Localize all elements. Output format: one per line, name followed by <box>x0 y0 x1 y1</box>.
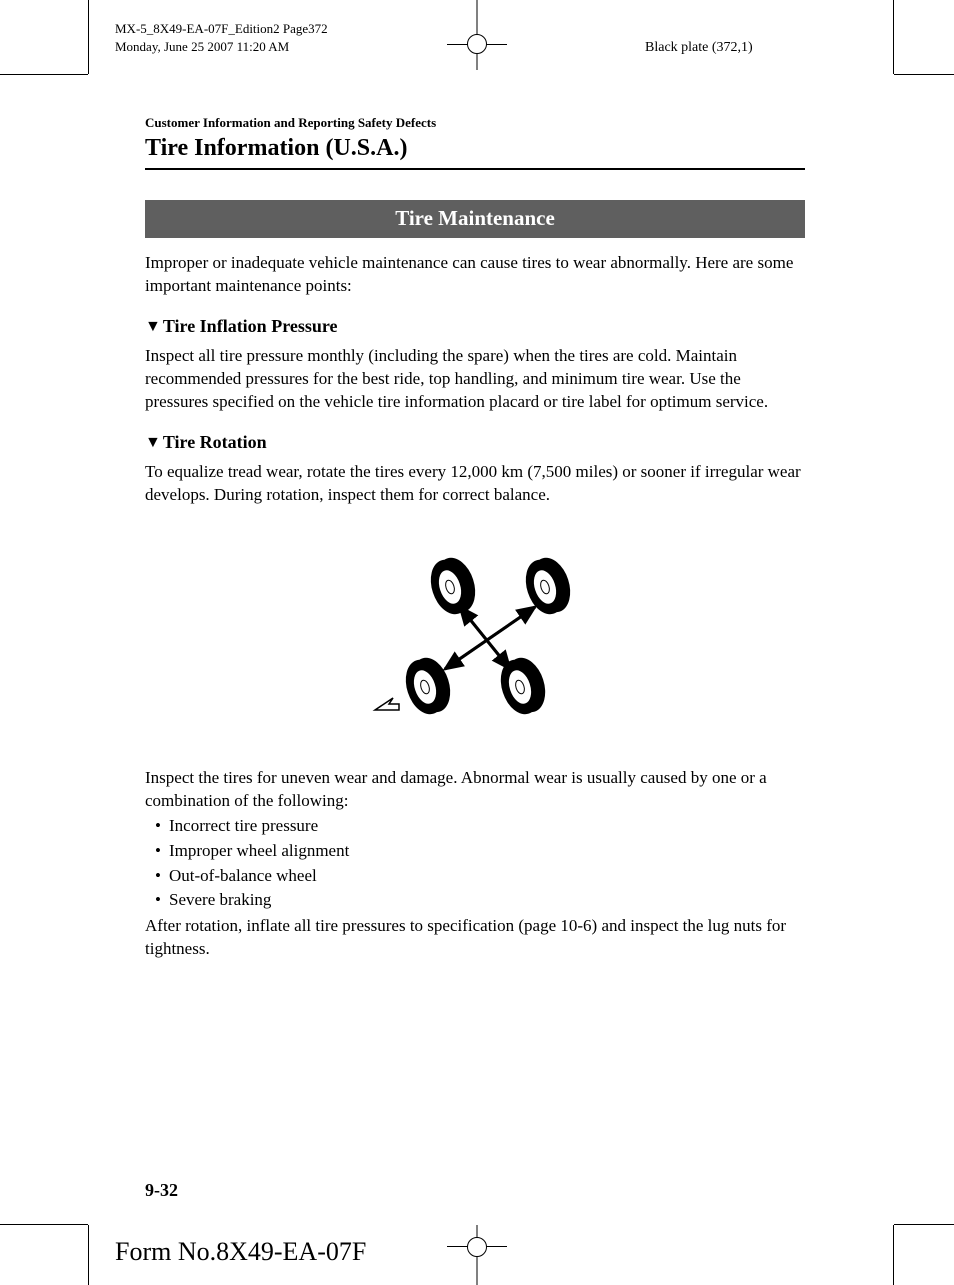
section-banner: Tire Maintenance <box>145 200 805 238</box>
crop-mark <box>0 1224 88 1225</box>
subheading-inflation: ▼Tire Inflation Pressure <box>145 316 805 337</box>
plate-label: Black plate (372,1) <box>645 40 753 56</box>
doc-timestamp: Monday, June 25 2007 11:20 AM <box>115 38 328 56</box>
triangle-marker-icon: ▼ <box>145 318 161 336</box>
print-metadata: MX-5_8X49-EA-07F_Edition2 Page372 Monday… <box>115 20 328 55</box>
tire-rotation-svg <box>345 537 605 737</box>
crop-mark <box>88 1225 89 1285</box>
triangle-marker-icon: ▼ <box>145 434 161 452</box>
subheading-text: Tire Inflation Pressure <box>163 316 338 336</box>
rotation-after-text: Inspect the tires for uneven wear and da… <box>145 767 805 813</box>
page-number: 9-32 <box>145 1180 178 1201</box>
page-content: Customer Information and Reporting Safet… <box>145 115 805 979</box>
rotation-closing: After rotation, inflate all tire pressur… <box>145 915 805 961</box>
crop-mark <box>88 0 89 74</box>
list-item: Out-of-balance wheel <box>155 864 805 889</box>
subheading-rotation: ▼Tire Rotation <box>145 432 805 453</box>
title-rule <box>145 168 805 170</box>
list-item: Incorrect tire pressure <box>155 814 805 839</box>
form-number: Form No.8X49-EA-07F <box>115 1237 366 1267</box>
tire-rotation-diagram <box>145 537 805 737</box>
crop-mark <box>893 0 894 74</box>
rotation-body: To equalize tread wear, rotate the tires… <box>145 461 805 507</box>
inflation-body: Inspect all tire pressure monthly (inclu… <box>145 345 805 414</box>
crop-mark <box>894 74 954 75</box>
doc-id: MX-5_8X49-EA-07F_Edition2 Page372 <box>115 20 328 38</box>
list-item: Severe braking <box>155 888 805 913</box>
wear-causes-list: Incorrect tire pressureImproper wheel al… <box>145 814 805 913</box>
page-title: Tire Information (U.S.A.) <box>145 135 805 162</box>
subheading-text: Tire Rotation <box>163 432 267 452</box>
section-breadcrumb: Customer Information and Reporting Safet… <box>145 115 805 131</box>
crop-mark <box>893 1225 894 1285</box>
list-item: Improper wheel alignment <box>155 839 805 864</box>
crop-mark <box>0 74 88 75</box>
intro-paragraph: Improper or inadequate vehicle maintenan… <box>145 252 805 298</box>
crop-mark <box>894 1224 954 1225</box>
